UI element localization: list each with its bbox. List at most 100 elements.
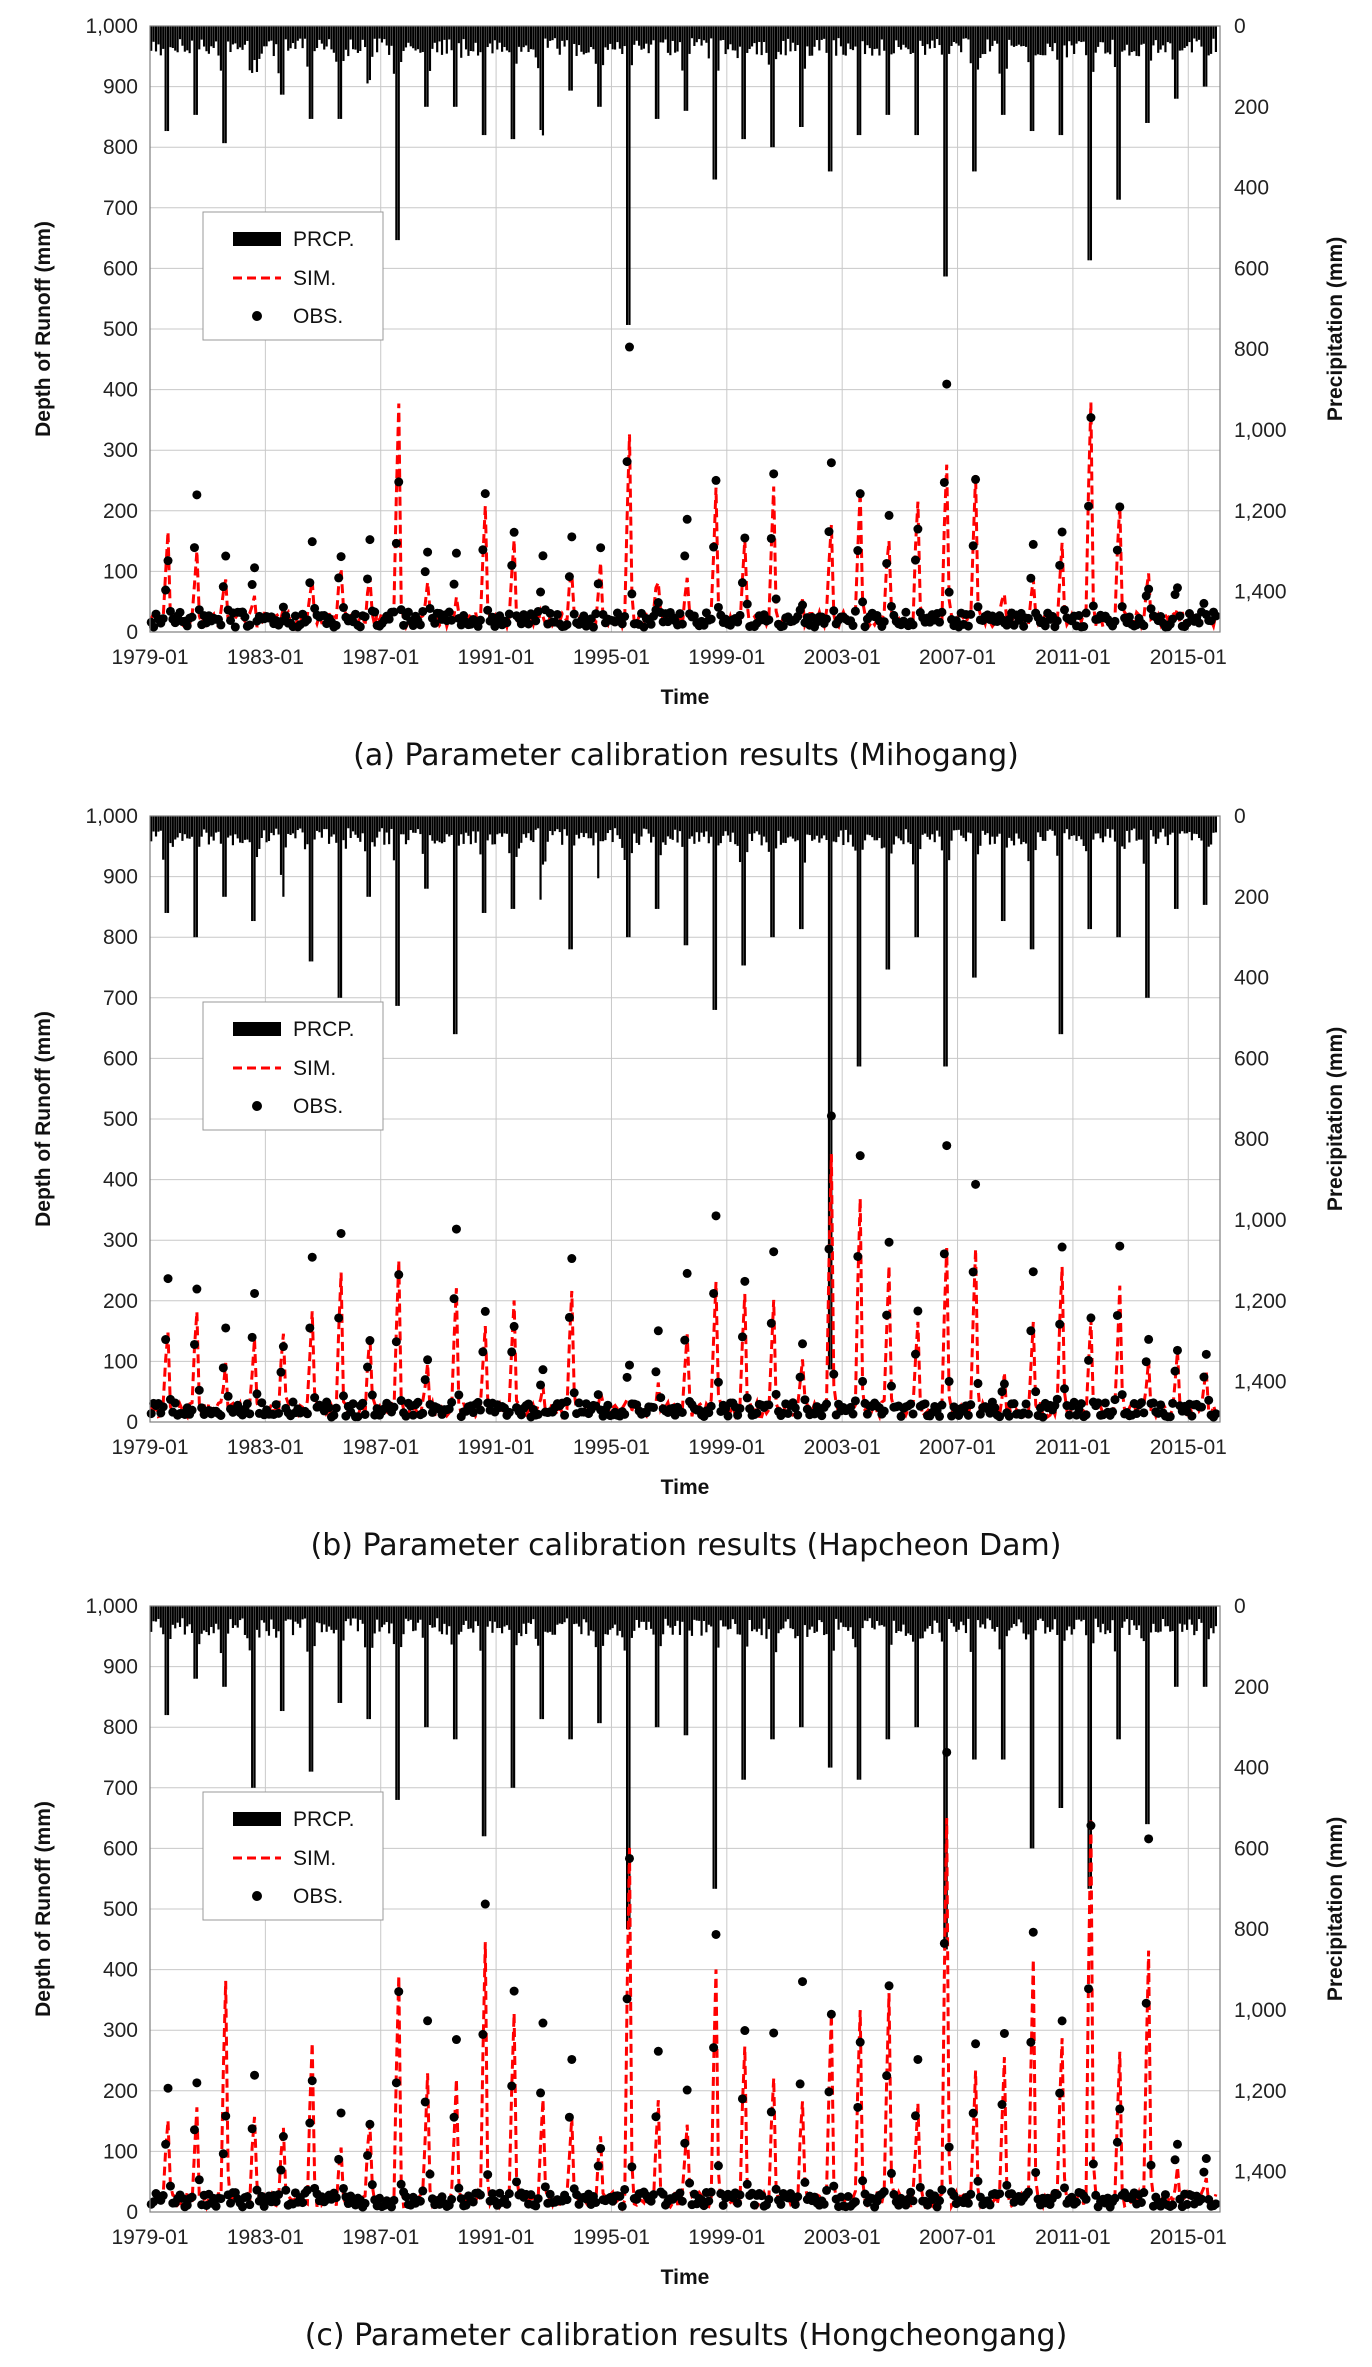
prcp-bar bbox=[1181, 1606, 1184, 1632]
prcp-bar bbox=[1202, 1606, 1205, 1687]
obs-point bbox=[766, 2107, 776, 2117]
prcp-bar bbox=[911, 26, 915, 53]
prcp-bar bbox=[1185, 1606, 1189, 1630]
prcp-bar bbox=[510, 1606, 513, 1788]
obs-point bbox=[822, 2185, 832, 2195]
obs-point bbox=[764, 615, 774, 625]
prcp-bar bbox=[303, 1606, 307, 1619]
obs-point bbox=[764, 1400, 774, 1410]
obs-point bbox=[651, 2112, 661, 2122]
prcp-bar bbox=[1135, 1606, 1138, 1631]
prcp-bar bbox=[940, 26, 944, 55]
obs-point bbox=[423, 2016, 433, 2026]
obs-point bbox=[334, 1313, 344, 1323]
obs-point bbox=[968, 1267, 978, 1277]
prcp-bar bbox=[844, 1606, 847, 1628]
prcp-bar bbox=[1003, 1606, 1006, 1760]
prcp-bar bbox=[844, 816, 847, 830]
prcp-bar bbox=[1190, 816, 1193, 841]
obs-point bbox=[1115, 502, 1125, 512]
prcp-bar bbox=[1075, 816, 1078, 841]
obs-point bbox=[740, 533, 750, 543]
prcp-bar bbox=[496, 816, 499, 835]
obs-point bbox=[574, 1398, 584, 1408]
prcp-bar bbox=[193, 816, 196, 938]
obs-point bbox=[624, 1853, 634, 1863]
obs-point bbox=[336, 1228, 346, 1238]
obs-point bbox=[1117, 602, 1127, 612]
obs-point bbox=[418, 2186, 428, 2196]
prcp-bar bbox=[227, 1606, 230, 1634]
prcp-bar bbox=[808, 1606, 811, 1630]
prcp-bar bbox=[409, 816, 412, 831]
obs-point bbox=[1021, 1399, 1031, 1409]
obs-point bbox=[596, 543, 606, 553]
prcp-bar bbox=[561, 816, 564, 845]
prcp-bar bbox=[356, 26, 359, 53]
obs-point bbox=[365, 535, 375, 545]
obs-point bbox=[769, 2028, 779, 2038]
obs-point bbox=[646, 619, 656, 629]
prcp-bar bbox=[1176, 26, 1179, 99]
obs-point bbox=[675, 2188, 685, 2198]
prcp-bar bbox=[955, 816, 958, 831]
prcp-bar bbox=[613, 816, 617, 829]
prcp-bar bbox=[352, 1606, 355, 1619]
prcp-bar bbox=[948, 1606, 951, 1620]
prcp-bar bbox=[782, 816, 785, 843]
prcp-bar bbox=[594, 1606, 597, 1648]
obs-point bbox=[649, 2190, 659, 2200]
obs-point bbox=[423, 1355, 433, 1365]
obs-point bbox=[360, 2198, 370, 2208]
prcp-bar bbox=[866, 816, 869, 835]
obs-point bbox=[401, 2192, 411, 2202]
prcp-bar bbox=[806, 1606, 809, 1637]
prcp-bar bbox=[936, 1606, 939, 1623]
prcp-bar bbox=[527, 1606, 530, 1623]
prcp-bar bbox=[861, 816, 864, 850]
prcp-bar bbox=[815, 1606, 819, 1632]
prcp-bar bbox=[628, 1606, 631, 1930]
obs-point bbox=[593, 579, 603, 589]
legend-label-obs: OBS. bbox=[293, 305, 343, 328]
prcp-bar bbox=[1041, 1606, 1044, 1621]
prcp-bar bbox=[246, 1606, 249, 1639]
obs-point bbox=[971, 474, 981, 484]
prcp-bar bbox=[412, 816, 415, 833]
obs-point bbox=[1076, 1399, 1086, 1409]
prcp-bar bbox=[589, 26, 593, 47]
obs-point bbox=[910, 2111, 920, 2121]
prcp-bar bbox=[253, 26, 256, 61]
prcp-bar bbox=[296, 26, 299, 41]
prcp-bar bbox=[171, 1606, 174, 1625]
prcp-bar bbox=[239, 26, 242, 48]
y-tick-label: 300 bbox=[103, 439, 138, 462]
prcp-bar bbox=[157, 1606, 160, 1619]
prcp-bar bbox=[270, 26, 273, 41]
prcp-bar bbox=[532, 816, 535, 843]
prcp-bar bbox=[1202, 816, 1205, 905]
obs-point bbox=[1100, 1398, 1110, 1408]
prcp-bar bbox=[260, 26, 263, 54]
prcp-bar bbox=[150, 1606, 153, 1632]
obs-point bbox=[910, 1349, 920, 1359]
obs-point bbox=[1072, 2197, 1082, 2207]
prcp-bar bbox=[859, 1606, 862, 1780]
obs-point bbox=[723, 1411, 733, 1421]
obs-point bbox=[370, 607, 380, 617]
prcp-bar bbox=[897, 26, 900, 48]
prcp-bar bbox=[414, 26, 417, 51]
obs-point bbox=[588, 622, 598, 632]
prcp-bar bbox=[979, 816, 982, 846]
obs-point bbox=[338, 1391, 348, 1401]
prcp-bar bbox=[924, 26, 927, 55]
obs-point bbox=[564, 572, 574, 582]
x-tick-label: 1979-01 bbox=[111, 2226, 188, 2249]
y2-tick-label: 1,400 bbox=[1234, 2161, 1287, 2184]
prcp-bar bbox=[320, 1606, 323, 1633]
legend-prcp-swatch bbox=[233, 1022, 281, 1036]
prcp-bar bbox=[210, 26, 213, 47]
prcp-bar bbox=[599, 26, 602, 107]
prcp-bar bbox=[1142, 816, 1145, 864]
prcp-bar bbox=[279, 1606, 283, 1712]
